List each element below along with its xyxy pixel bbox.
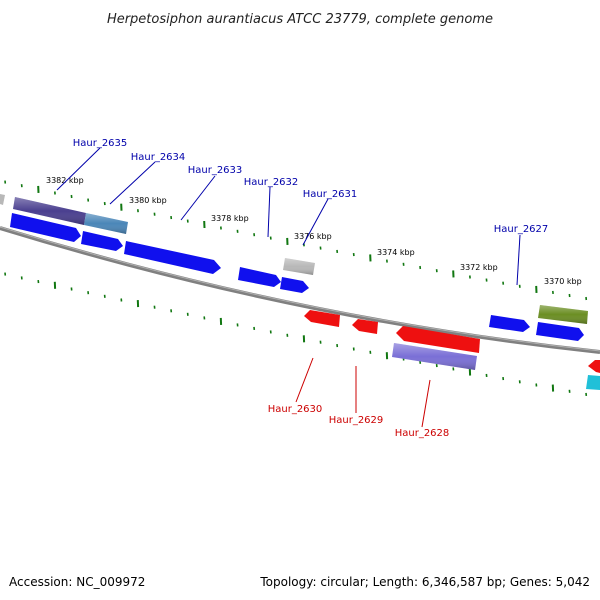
genome-backbone — [0, 226, 600, 354]
gene-label[interactable]: Haur_2635 — [73, 138, 128, 149]
kbp-label: 3376 kbp — [294, 232, 332, 241]
kbp-label-layer: 3382 kbp 3380 kbp 3378 kbp 3376 kbp 3374… — [46, 176, 582, 286]
cds-arrow-reverse[interactable] — [588, 360, 600, 373]
outer-reverse-feature-row — [392, 343, 600, 390]
leader-line — [516, 234, 521, 286]
genome-backbone-highlight — [0, 226, 600, 352]
kbp-label: 3374 kbp — [377, 248, 415, 257]
feature-gray-shade — [283, 258, 315, 275]
feature-gray-left[interactable] — [0, 194, 5, 205]
cds-arrow-forward[interactable] — [124, 241, 221, 274]
leader-line — [56, 147, 101, 191]
gene-label[interactable]: Haur_2633 — [188, 165, 243, 176]
leader-line — [180, 175, 216, 221]
genome-summary-text: Topology: circular; Length: 6,346,587 bp… — [259, 575, 590, 589]
gene-label[interactable]: Haur_2631 — [303, 189, 358, 200]
gene-label[interactable]: Haur_2627 — [494, 224, 549, 235]
kbp-label: 3372 kbp — [460, 263, 498, 272]
cds-arrow-forward[interactable] — [536, 322, 584, 341]
cds-arrow-forward[interactable] — [489, 315, 530, 332]
leader-line — [109, 161, 156, 205]
feature-cyan[interactable] — [586, 375, 600, 390]
feature-olive-shade — [538, 305, 588, 324]
label-leaders — [56, 147, 521, 428]
kbp-label: 3370 kbp — [544, 277, 582, 286]
gene-label[interactable]: Haur_2628 — [395, 428, 450, 439]
leader-line — [267, 186, 271, 238]
gene-label[interactable]: Haur_2630 — [268, 404, 323, 415]
kbp-label: 3378 kbp — [211, 214, 249, 223]
cds-arrow-forward[interactable] — [81, 231, 123, 251]
outer-feature-row — [0, 194, 588, 324]
cds-arrow-reverse[interactable] — [352, 319, 378, 334]
cds-arrow-forward[interactable] — [238, 267, 281, 287]
forward-cds-row — [10, 213, 584, 341]
gene-label-layer: Haur_2635 Haur_2634 Haur_2633 Haur_2632 … — [73, 138, 549, 439]
leader-line — [302, 198, 329, 246]
feature-lavender-shade — [392, 343, 477, 370]
kbp-label: 3382 kbp — [46, 176, 84, 185]
leader-line — [421, 379, 431, 428]
cds-arrow-reverse[interactable] — [396, 326, 480, 353]
leader-line — [295, 357, 314, 403]
kbp-label: 3380 kbp — [129, 196, 167, 205]
map-title: Herpetosiphon aurantiacus ATCC 23779, co… — [107, 12, 493, 27]
cds-arrow-forward[interactable] — [280, 277, 309, 293]
reverse-cds-row — [304, 310, 600, 373]
accession-text: Accession: NC_009972 — [9, 575, 145, 589]
gene-label[interactable]: Haur_2632 — [244, 177, 299, 188]
feature-purple-shade — [13, 197, 86, 225]
cds-arrow-reverse[interactable] — [304, 310, 340, 327]
gene-label[interactable]: Haur_2634 — [131, 152, 186, 163]
cds-arrow-forward[interactable] — [10, 213, 81, 242]
gene-label[interactable]: Haur_2629 — [329, 415, 384, 426]
feature-steelblue-shade — [84, 213, 128, 234]
